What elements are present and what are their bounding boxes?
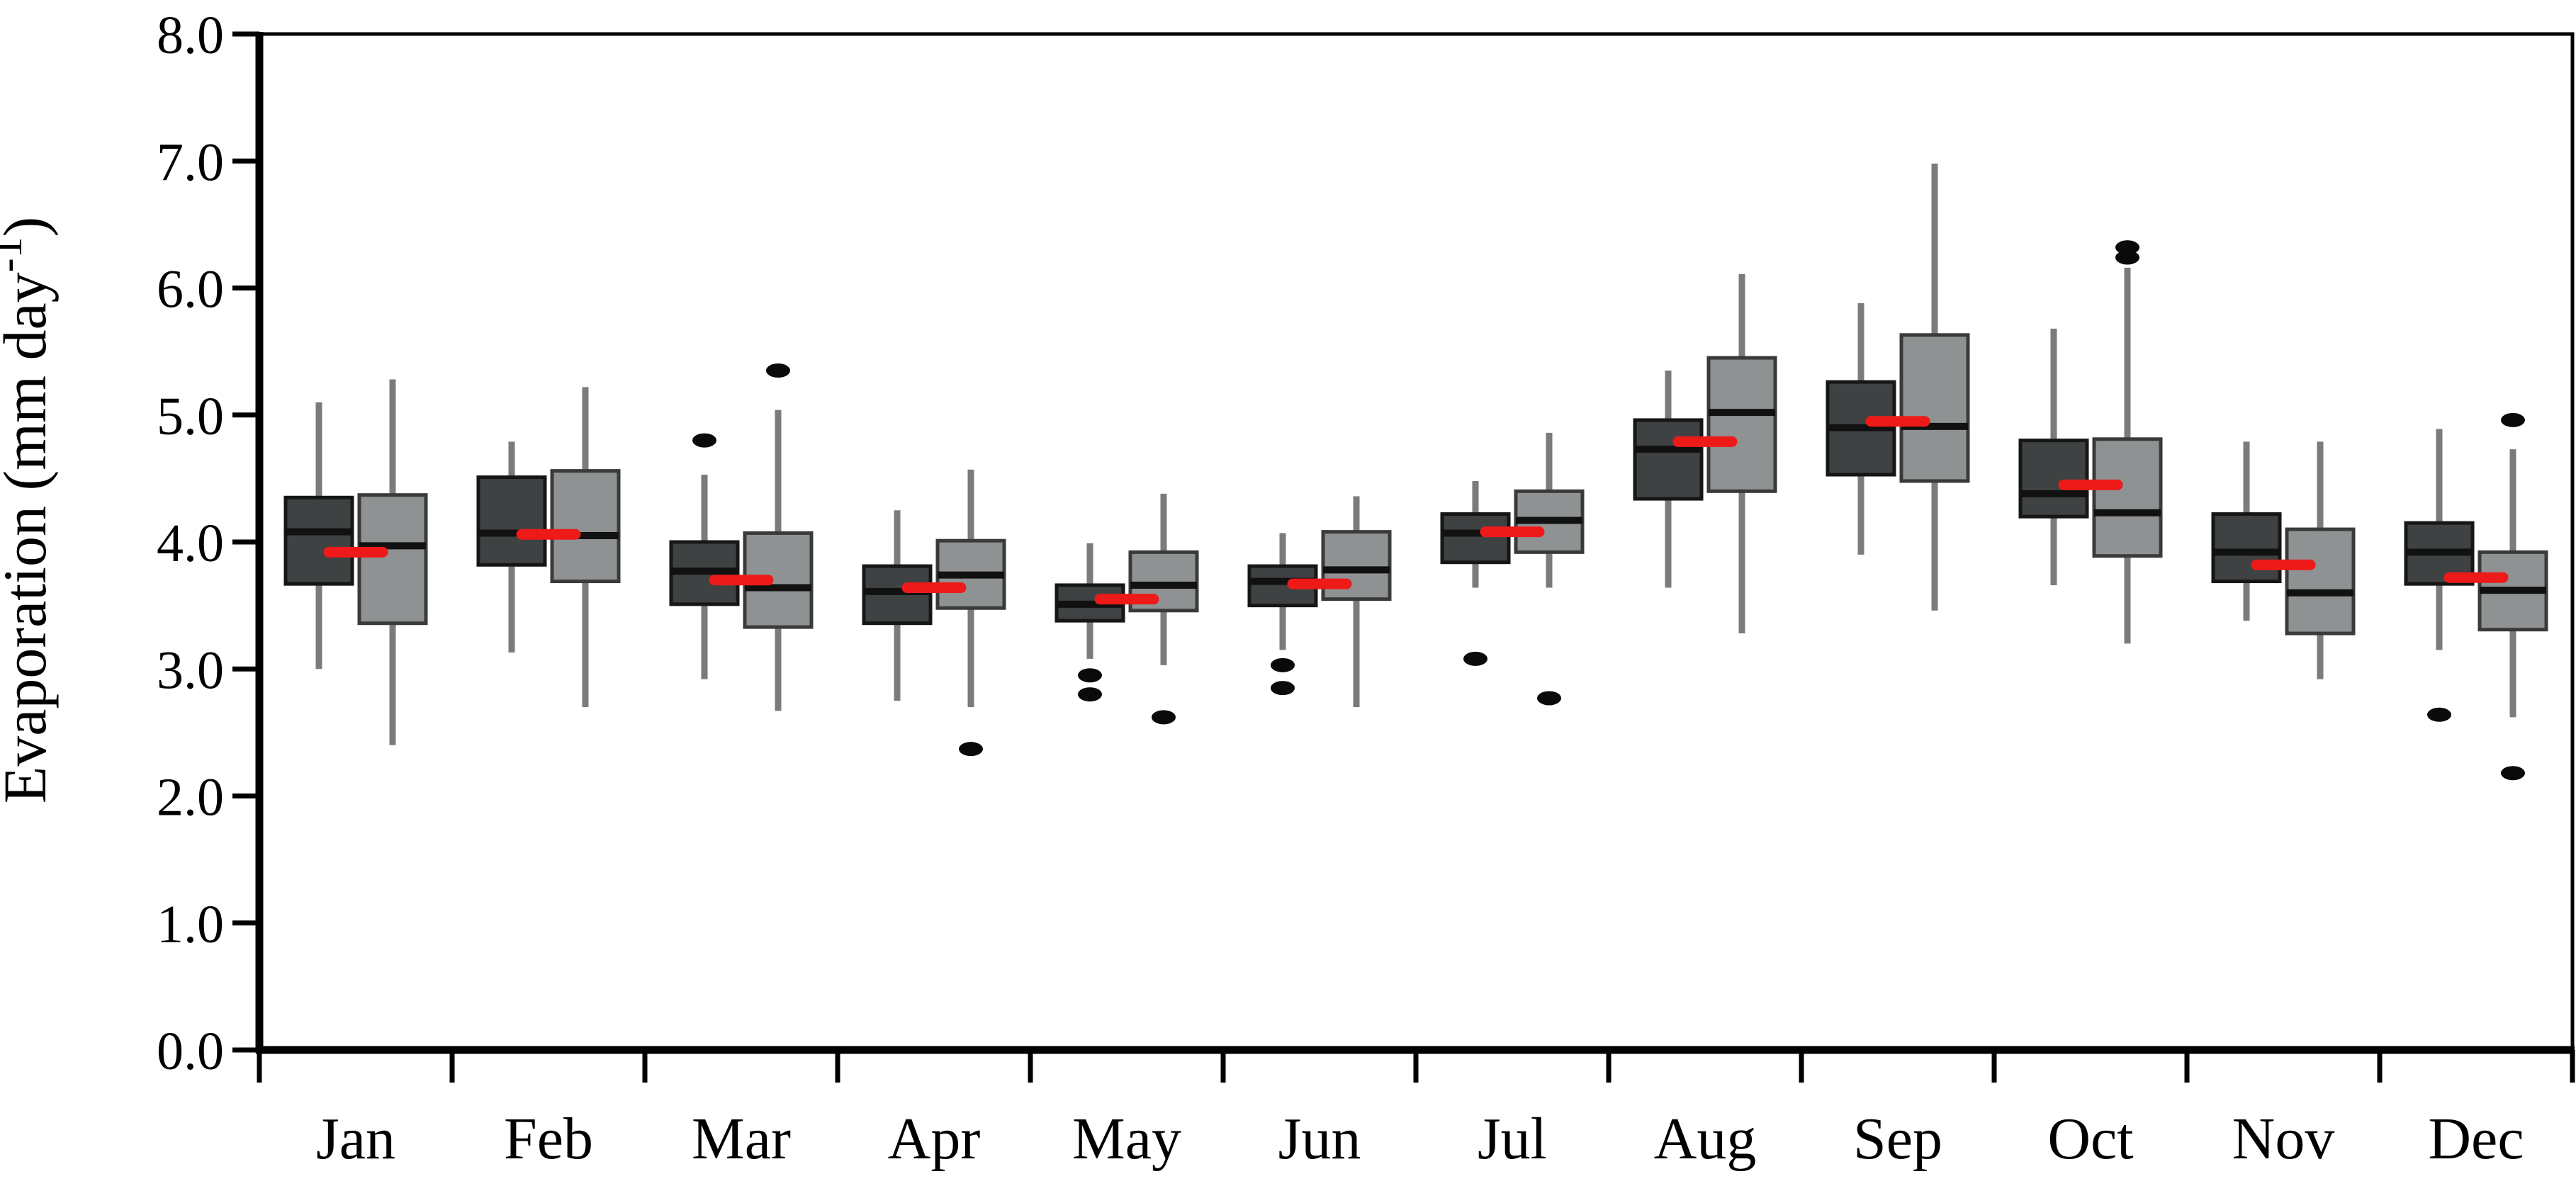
y-tick-label: 6.0 (157, 260, 224, 320)
month-label-feb: Feb (504, 1106, 593, 1172)
y-tick-label: 7.0 (157, 132, 224, 192)
month-label-jan: Jan (316, 1106, 395, 1172)
box-light-jul-outlier (1537, 691, 1561, 706)
box-light-oct-outlier (2115, 250, 2139, 265)
month-label-mar: Mar (692, 1106, 791, 1172)
y-tick-label: 8.0 (157, 6, 224, 65)
y-tick-label: 0.0 (157, 1022, 224, 1081)
box-dark-nov (2211, 512, 2282, 584)
box-light-oct-outlier (2115, 240, 2139, 255)
month-label-oct: Oct (2047, 1106, 2133, 1172)
y-tick-label: 3.0 (157, 640, 224, 700)
month-label-jul: Jul (1478, 1106, 1547, 1172)
month-label-nov: Nov (2232, 1106, 2335, 1172)
y-tick-label: 5.0 (157, 387, 224, 446)
box-dark-jun-outlier (1271, 657, 1295, 672)
box-dark-dec-outlier (2427, 707, 2451, 722)
box-dark-jul-outlier (1463, 651, 1487, 666)
box-dark-jan (283, 495, 354, 586)
box-dark-oct (2018, 439, 2089, 519)
box-dark-aug (1633, 418, 1704, 501)
box-light-may-outlier (1152, 710, 1176, 725)
month-label-may: May (1072, 1106, 1181, 1172)
box-dark-feb (476, 475, 547, 567)
box-light-aug (1706, 356, 1777, 493)
y-tick-label: 2.0 (157, 768, 224, 828)
box-dark-jul (1440, 512, 1511, 565)
month-label-sep: Sep (1853, 1106, 1942, 1172)
box-light-feb (550, 469, 621, 584)
box-dark-may-outlier (1078, 668, 1102, 683)
box-light-may (1128, 550, 1199, 613)
month-label-dec: Dec (2428, 1106, 2524, 1172)
box-light-oct (2092, 437, 2163, 558)
box-light-nov (2285, 527, 2356, 636)
box-light-dec-outlier (2501, 412, 2525, 427)
month-label-jun: Jun (1278, 1106, 1361, 1172)
month-label-apr: Apr (888, 1106, 981, 1172)
box-light-dec-outlier (2501, 766, 2525, 781)
y-axis-title: Evaporation (mm day-1) (0, 217, 59, 804)
box-light-jan (357, 493, 428, 626)
box-dark-may-outlier (1078, 687, 1102, 702)
month-label-aug: Aug (1654, 1106, 1757, 1172)
box-dark-jun-outlier (1271, 681, 1295, 696)
box-light-sep (1899, 333, 1970, 483)
y-tick-label: 4.0 (157, 514, 224, 573)
box-light-mar-outlier (766, 363, 790, 378)
y-tick-label: 1.0 (157, 895, 224, 954)
box-dark-mar-outlier (692, 433, 716, 448)
box-light-apr-outlier (959, 742, 983, 757)
